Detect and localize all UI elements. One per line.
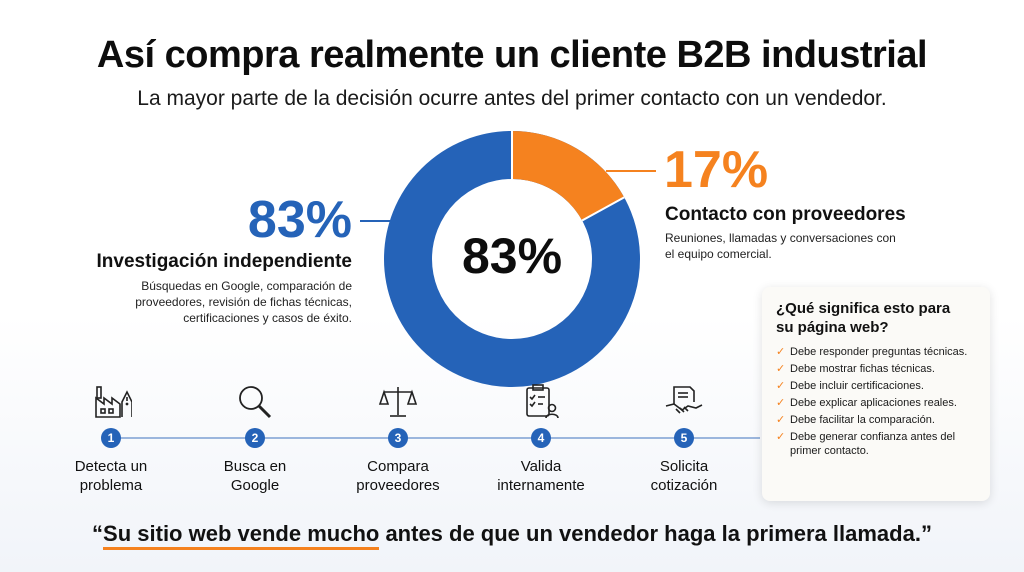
card-list-item: ✓ Debe incluir certificaciones. [776,380,924,392]
step-label-2: Busca en Google [223,458,287,494]
donut-center-label: 83% [462,228,562,284]
card-list-item: ✓ Debe generar confianza antes del primer… [776,431,956,457]
page-title: Así compra realmente un cliente B2B indu… [96,34,928,76]
card-list-item: ✓ Debe responder preguntas técnicas. [776,346,968,358]
left-heading: Investigación independiente [96,251,353,272]
handshake-document-icon [665,386,703,414]
page-subtitle: La mayor parte de la decisión ocurre ant… [137,87,887,110]
right-percent: 17% [664,141,769,199]
check-icon: ✓ [776,346,786,358]
step-label-5: Solicita cotización [650,458,718,494]
card-title: ¿Qué significa esto para su página web? [776,300,951,336]
step-number-1: 1 [101,428,121,448]
factory-warning-icon [95,386,132,418]
left-percent: 83% [247,191,352,249]
card-list-item: ✓ Debe facilitar la comparación. [776,414,935,426]
check-icon: ✓ [776,380,786,392]
donut-chart: 83% [384,131,640,387]
card-list-item: ✓ Debe mostrar fichas técnicas. [776,363,935,375]
step-label-1: Detecta un problema [74,458,148,494]
step-label-4: Valida internamente [497,458,585,494]
check-icon: ✓ [776,397,786,409]
donut-segment-contacto [512,131,625,221]
closing-quote: “Su sitio web vende mucho antes de que u… [0,521,1024,550]
step-number-3: 3 [388,428,408,448]
step-label-3: Compara proveedores [356,458,440,494]
step-number-5: 5 [674,428,694,448]
magnifier-icon [239,386,272,419]
check-icon: ✓ [776,414,786,426]
check-icon: ✓ [776,363,786,375]
left-description: Búsquedas en Google, comparación de prov… [135,279,352,325]
balance-scale-icon [378,387,418,417]
right-connector-line [606,170,656,172]
right-heading: Contacto con proveedores [665,204,906,225]
web-implications-card: ¿Qué significa esto para su página web? ✓… [762,287,990,501]
quote-highlight: Su sitio web vende mucho [103,521,380,550]
check-icon: ✓ [776,431,786,443]
timeline-line [110,437,760,439]
checklist-user-icon [526,384,559,419]
step-number-4: 4 [531,428,551,448]
right-description: Reuniones, llamadas y conversaciones con… [665,231,896,261]
card-list-item: ✓ Debe explicar aplicaciones reales. [776,397,957,409]
left-connector-line [360,220,408,222]
step-number-2: 2 [245,428,265,448]
